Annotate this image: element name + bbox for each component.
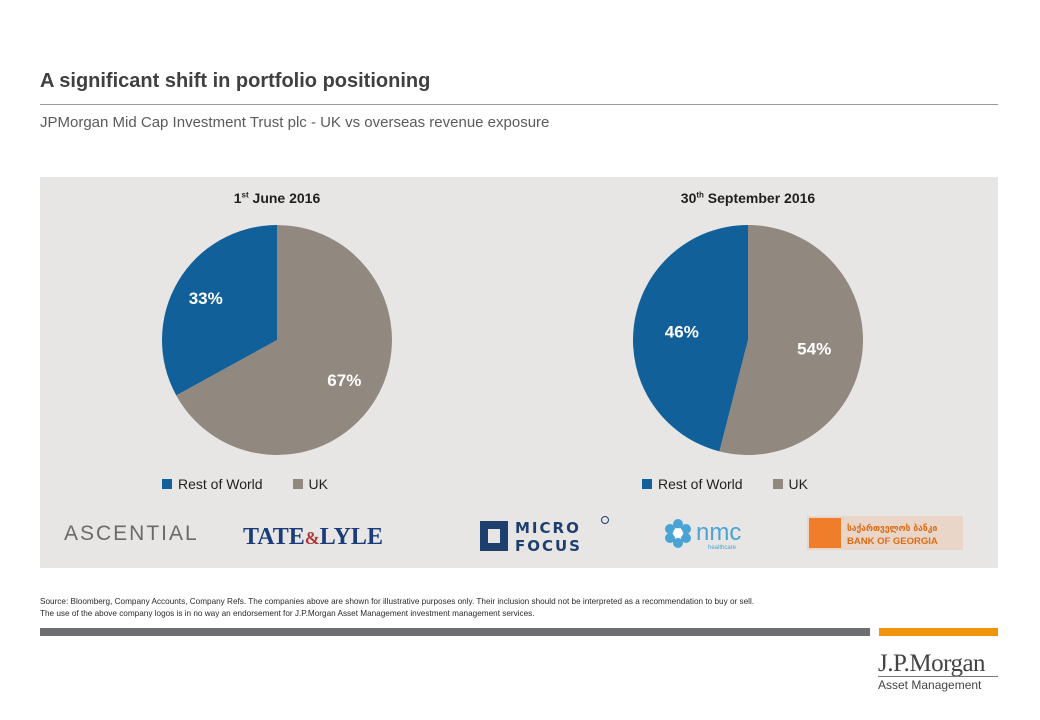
registered-mark-icon [601,516,609,524]
lyle-text: LYLE [320,524,383,550]
source-line-1: Source: Bloomberg, Company Accounts, Com… [40,597,755,606]
source-line-2: The use of the above company logos is in… [40,609,535,618]
nmc-healthcare-logo: nmc healthcare [665,519,741,551]
nmc-sub-text: healthcare [708,545,737,551]
legend-label: UK [308,476,328,492]
slice-label-rest-of-world: 46% [665,323,699,342]
chart-2-title: 30th September 2016 [628,190,868,206]
chart-1-title-day: 1 [233,190,242,206]
legend-label: Rest of World [658,476,743,492]
chart-2-title-suffix: th [696,190,704,200]
legend-item-uk: UK [292,476,328,492]
slice-label-uk: 54% [797,339,831,358]
pie-slice-uk [719,225,863,455]
legend-label: UK [788,476,808,492]
lion-icon [809,518,841,548]
nmc-text: nmc [696,519,741,546]
jpmorgan-logo-name: J.P.Morgan [878,650,986,677]
jpmorgan-logo-divider [878,676,998,677]
legend-item-rest-of-world: Rest of World [162,476,263,492]
page-title: A significant shift in portfolio positio… [40,70,431,92]
title-divider [40,104,998,105]
chart-1-legend: Rest of World UK [162,476,358,492]
legend-label: Rest of World [178,476,263,492]
tate-lyle-ampersand: & [305,528,320,548]
micro-focus-square-icon [480,521,508,551]
svg-text:TATE&LYLE: TATE&LYLE [243,524,383,550]
ascential-logo-text: ASCENTIAL [64,522,199,545]
pie-slice-uk [176,225,392,455]
slice-label-rest-of-world: 33% [189,289,223,308]
chart-1-title-rest: June 2016 [248,190,321,206]
pie-chart-september-2016: 54% 46% [633,225,863,455]
pie-chart-june-2016: 67% 33% [162,225,392,455]
source-note: Source: Bloomberg, Company Accounts, Com… [40,596,1000,620]
chart-2-title-day: 30 [680,190,697,206]
bog-georgian-text: საქართველოს ბანკი [847,523,937,534]
pie-slice-rest-of-world [162,225,277,396]
legend-item-uk: UK [772,476,808,492]
legend-swatch-rest-of-world [642,479,652,489]
micro-text: MICRO [515,519,581,537]
slice-label-uk: 67% [327,371,361,390]
chart-2-title-rest: September 2016 [703,190,816,206]
page-subtitle: JPMorgan Mid Cap Investment Trust plc - … [40,114,550,131]
bog-english-text: BANK OF GEORGIA [847,536,938,547]
pie-slice-rest-of-world [633,225,748,452]
chart-1-title-suffix: st [241,190,249,200]
legend-item-rest-of-world: Rest of World [642,476,743,492]
ascential-logo: ASCENTIAL [64,522,199,545]
focus-text: FOCUS [515,537,582,555]
nmc-flower-icon [665,519,691,548]
tate-lyle-logo: TATE&LYLE [243,524,383,550]
chart-2-legend: Rest of World UK [642,476,838,492]
legend-swatch-uk [772,479,783,489]
micro-focus-logo: MICRO FOCUS [480,516,609,555]
legend-swatch-uk [292,479,303,489]
bank-of-georgia-logo: საქართველოს ბანკი BANK OF GEORGIA [807,516,963,550]
legend-swatch-rest-of-world [162,479,172,489]
footer-bar-orange [879,628,998,636]
footer-bar-grey [40,628,870,636]
jpmorgan-logo-subtitle: Asset Management [878,678,982,692]
chart-1-title: 1st June 2016 [157,190,397,206]
tate-text: TATE [243,524,305,550]
